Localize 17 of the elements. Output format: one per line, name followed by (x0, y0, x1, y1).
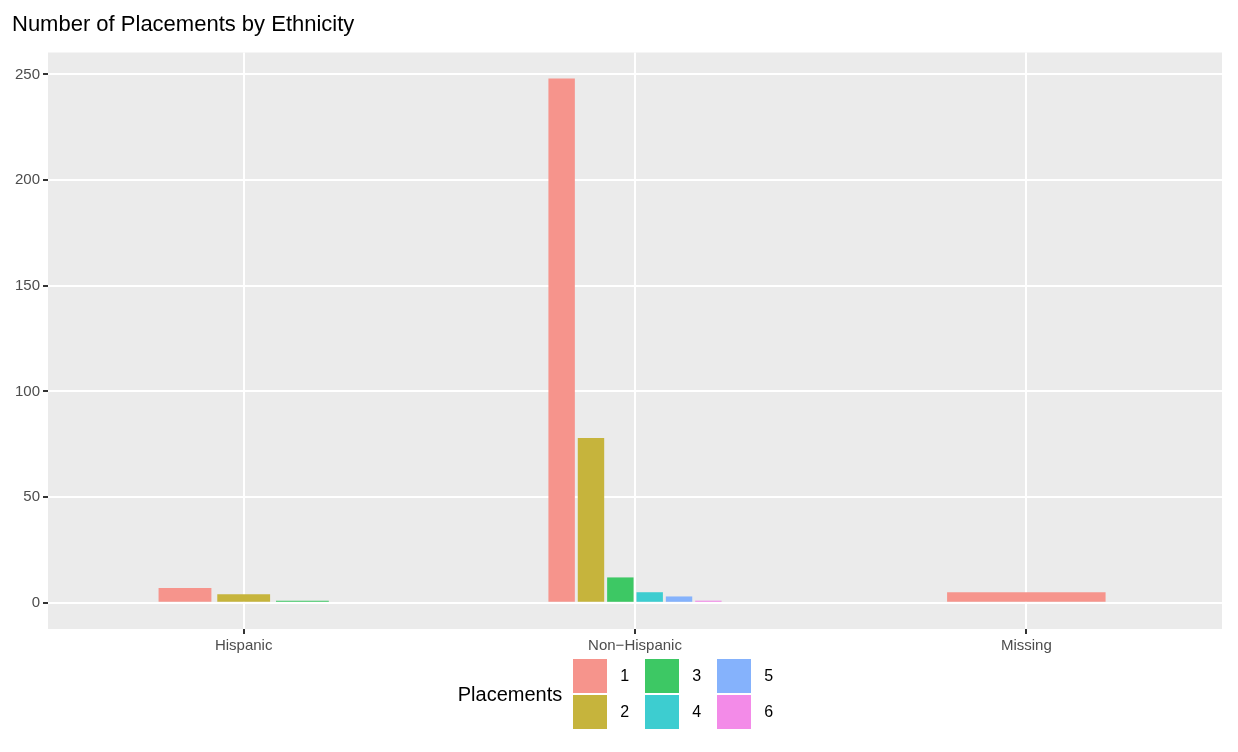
y-tick-label: 200 (15, 170, 41, 188)
y-tick-label: 0 (31, 592, 41, 610)
legend-label: 5 (764, 667, 775, 685)
y-tick-label: 50 (23, 487, 41, 505)
chart-title: Number of Placements by Ethnicity (12, 11, 355, 37)
legend-title: Placements (457, 682, 563, 706)
legend-label: 3 (692, 667, 703, 685)
y-tick-label: 250 (15, 64, 41, 82)
y-tick-label: 100 (15, 381, 41, 399)
legend-label: 4 (692, 703, 703, 721)
x-tick-label: Missing (1000, 636, 1052, 654)
y-tick-label: 150 (15, 275, 41, 293)
legend-label: 6 (764, 703, 775, 721)
x-tick-label: Hispanic (214, 636, 273, 654)
legend-label: 2 (620, 703, 631, 721)
x-tick-label: Non−Hispanic (588, 636, 683, 654)
legend-label: 1 (620, 667, 631, 685)
